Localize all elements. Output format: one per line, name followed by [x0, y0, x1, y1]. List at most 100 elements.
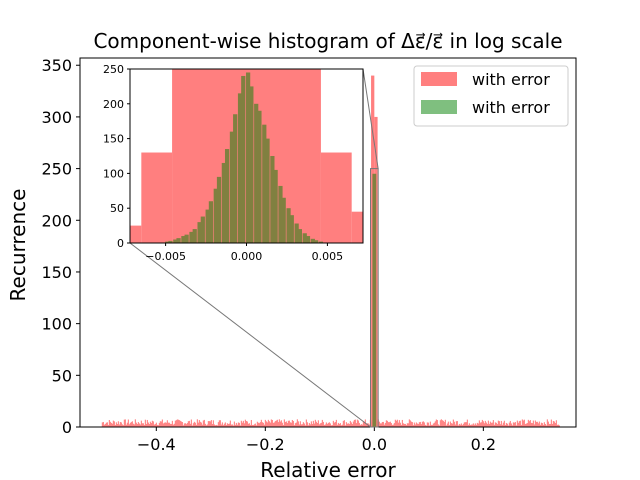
tail-bin — [393, 423, 395, 427]
tail-bin — [311, 424, 313, 427]
tail-bin — [418, 422, 420, 427]
tail-bin — [231, 424, 233, 427]
tail-bin — [254, 423, 256, 427]
tail-bin — [309, 424, 311, 427]
tail-bin — [492, 420, 494, 427]
tail-bin — [503, 420, 505, 427]
tail-bin — [101, 422, 103, 427]
tail-bin — [476, 422, 478, 427]
tail-bin — [388, 422, 390, 427]
tail-bin — [453, 421, 455, 427]
inset-green-bin — [208, 201, 214, 243]
tail-bin — [194, 422, 196, 427]
tail-bin — [405, 425, 407, 427]
inset-green-bin — [313, 240, 319, 243]
tail-bin — [546, 419, 548, 427]
tail-bin — [358, 422, 360, 427]
tail-bin — [116, 423, 118, 427]
tail-bin — [265, 421, 267, 427]
tail-bin — [558, 425, 560, 427]
tail-bin — [446, 423, 448, 427]
tail-bin — [443, 421, 445, 427]
tail-bin — [255, 425, 257, 427]
tail-bin — [496, 424, 498, 427]
inset-green-bin — [205, 209, 210, 243]
tail-bin — [289, 422, 291, 427]
tail-bin — [227, 424, 229, 427]
tail-bin — [144, 419, 146, 427]
tail-bin — [403, 423, 405, 427]
tail-bin — [423, 422, 425, 427]
tail-bin — [464, 422, 466, 427]
tail-bin — [249, 424, 251, 427]
legend-label: with error — [472, 70, 550, 89]
tail-bin — [425, 425, 427, 427]
tail-bin — [178, 420, 180, 427]
tail-bin — [157, 425, 159, 427]
main-plot: 0 50 100 150 200 250 300 350 −0.4 −0.2 0.0 0.2 — [41, 56, 577, 454]
inset-green-bin — [229, 131, 235, 243]
tail-bin — [272, 422, 274, 427]
tail-bin — [454, 424, 456, 427]
tail-bin — [498, 421, 500, 427]
inset-green-bin — [302, 233, 307, 243]
tail-bin — [263, 424, 265, 427]
tail-bin — [245, 421, 247, 427]
tail-bin — [430, 424, 432, 427]
tail-bin — [302, 422, 304, 427]
inset-green-bin — [224, 149, 230, 243]
tail-bin — [379, 423, 381, 427]
tail-bin — [243, 423, 245, 427]
tail-bin — [444, 419, 446, 427]
tail-bin — [544, 423, 546, 427]
tail-bin — [326, 423, 328, 427]
tail-bin — [181, 422, 183, 427]
tail-bin — [221, 422, 223, 427]
tail-bin — [519, 420, 521, 427]
tail-bin — [412, 425, 414, 427]
tail-bin — [164, 422, 166, 427]
tail-bin — [229, 420, 231, 427]
tail-bin — [273, 422, 275, 427]
tail-bin — [528, 421, 530, 427]
tail-bin — [488, 423, 490, 427]
tail-bin — [552, 420, 554, 427]
inset-green-bin — [286, 208, 291, 243]
tail-bin — [541, 423, 543, 427]
tail-bin — [128, 424, 130, 427]
tail-bin — [466, 419, 468, 427]
tail-bin — [180, 421, 182, 427]
tail-bin — [475, 424, 477, 427]
tail-bin — [543, 422, 545, 427]
y-tick-label: 0 — [62, 418, 72, 437]
tail-bin — [365, 423, 367, 427]
tail-bin — [195, 424, 197, 427]
tail-bin — [236, 424, 238, 427]
tail-bin — [556, 424, 558, 427]
tail-bin — [105, 422, 107, 427]
tail-bin — [103, 424, 105, 427]
tail-bin — [202, 420, 204, 427]
tail-bin — [131, 421, 133, 427]
tail-bin — [531, 423, 533, 427]
tail-bin — [467, 424, 469, 427]
tail-bin — [313, 423, 315, 427]
tail-bin — [487, 420, 489, 427]
tail-bin — [426, 422, 428, 427]
tail-bin — [125, 424, 127, 427]
tail-bin — [523, 419, 525, 427]
tail-bin — [185, 424, 187, 427]
tail-bin — [535, 421, 537, 427]
inset-green-bin — [246, 72, 251, 243]
tail-bin — [434, 421, 436, 427]
y-tick-label: 250 — [41, 160, 72, 179]
y-tick-label: 300 — [41, 108, 72, 127]
tail-bin — [539, 424, 541, 427]
tail-bin — [114, 424, 116, 427]
tail-bin — [206, 424, 208, 427]
tail-bin — [507, 425, 509, 427]
tail-bin — [132, 423, 134, 427]
tail-bin — [474, 423, 476, 427]
tail-bin — [269, 422, 271, 427]
tail-bin — [239, 425, 241, 427]
